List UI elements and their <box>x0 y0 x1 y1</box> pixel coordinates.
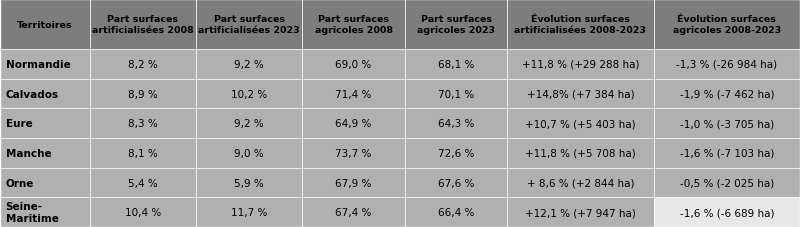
Text: 70,1 %: 70,1 % <box>438 89 474 99</box>
Text: 69,0 %: 69,0 % <box>335 60 372 70</box>
Bar <box>0 79 90 109</box>
Bar <box>654 0 800 50</box>
Bar <box>90 197 196 227</box>
Text: Part surfaces
artificialisées 2023: Part surfaces artificialisées 2023 <box>198 15 300 35</box>
Text: 64,9 %: 64,9 % <box>335 119 372 129</box>
Text: 9,2 %: 9,2 % <box>234 119 264 129</box>
Text: Évolution surfaces
agricoles 2008-2023: Évolution surfaces agricoles 2008-2023 <box>673 15 781 35</box>
Bar <box>302 197 405 227</box>
Text: 68,1 %: 68,1 % <box>438 60 474 70</box>
Text: 67,4 %: 67,4 % <box>335 207 372 217</box>
Bar <box>507 50 654 79</box>
Bar <box>196 138 302 168</box>
Bar <box>302 168 405 197</box>
Text: +14,8% (+7 384 ha): +14,8% (+7 384 ha) <box>526 89 634 99</box>
Text: Orne: Orne <box>6 178 34 188</box>
Bar <box>196 197 302 227</box>
Text: 9,0 %: 9,0 % <box>234 148 264 158</box>
Bar <box>0 0 90 50</box>
Bar <box>0 50 90 79</box>
Bar <box>405 168 507 197</box>
Bar <box>302 138 405 168</box>
Text: +10,7 % (+5 403 ha): +10,7 % (+5 403 ha) <box>525 119 636 129</box>
Text: +11,8 % (+29 288 ha): +11,8 % (+29 288 ha) <box>522 60 639 70</box>
Bar <box>90 0 196 50</box>
Text: Seine-
Maritime: Seine- Maritime <box>6 202 58 223</box>
Text: 8,9 %: 8,9 % <box>128 89 158 99</box>
Bar <box>507 168 654 197</box>
Text: 67,6 %: 67,6 % <box>438 178 474 188</box>
Bar <box>302 0 405 50</box>
Bar <box>507 197 654 227</box>
Bar <box>0 109 90 138</box>
Bar <box>507 109 654 138</box>
Bar <box>405 109 507 138</box>
Text: -1,6 % (-6 689 ha): -1,6 % (-6 689 ha) <box>679 207 774 217</box>
Text: 5,9 %: 5,9 % <box>234 178 264 188</box>
Text: +11,8 % (+5 708 ha): +11,8 % (+5 708 ha) <box>525 148 636 158</box>
Text: -1,9 % (-7 462 ha): -1,9 % (-7 462 ha) <box>679 89 774 99</box>
Bar <box>654 79 800 109</box>
Text: Eure: Eure <box>6 119 32 129</box>
Bar <box>405 0 507 50</box>
Bar <box>196 50 302 79</box>
Text: 10,2 %: 10,2 % <box>231 89 267 99</box>
Text: Part surfaces
artificialisées 2008: Part surfaces artificialisées 2008 <box>92 15 194 35</box>
Bar <box>196 79 302 109</box>
Bar <box>196 168 302 197</box>
Bar <box>196 0 302 50</box>
Text: 73,7 %: 73,7 % <box>335 148 372 158</box>
Text: 8,1 %: 8,1 % <box>128 148 158 158</box>
Bar <box>405 138 507 168</box>
Bar <box>654 197 800 227</box>
Bar <box>405 197 507 227</box>
Bar <box>654 109 800 138</box>
Bar <box>90 168 196 197</box>
Bar <box>0 168 90 197</box>
Text: 8,2 %: 8,2 % <box>128 60 158 70</box>
Text: 10,4 %: 10,4 % <box>125 207 161 217</box>
Text: Manche: Manche <box>6 148 51 158</box>
Text: 72,6 %: 72,6 % <box>438 148 474 158</box>
Text: -0,5 % (-2 025 ha): -0,5 % (-2 025 ha) <box>680 178 774 188</box>
Text: 5,4 %: 5,4 % <box>128 178 158 188</box>
Text: -1,3 % (-26 984 ha): -1,3 % (-26 984 ha) <box>676 60 778 70</box>
Bar <box>507 79 654 109</box>
Bar <box>507 0 654 50</box>
Bar <box>90 138 196 168</box>
Bar <box>405 79 507 109</box>
Bar <box>0 197 90 227</box>
Text: 64,3 %: 64,3 % <box>438 119 474 129</box>
Text: -1,6 % (-7 103 ha): -1,6 % (-7 103 ha) <box>680 148 774 158</box>
Bar <box>196 109 302 138</box>
Bar <box>0 138 90 168</box>
Bar <box>654 50 800 79</box>
Text: 11,7 %: 11,7 % <box>231 207 267 217</box>
Text: Calvados: Calvados <box>6 89 58 99</box>
Bar <box>507 138 654 168</box>
Text: Évolution surfaces
artificialisées 2008-2023: Évolution surfaces artificialisées 2008-… <box>514 15 646 35</box>
Text: 9,2 %: 9,2 % <box>234 60 264 70</box>
Bar <box>302 50 405 79</box>
Bar <box>302 109 405 138</box>
Bar <box>90 50 196 79</box>
Text: Territoires: Territoires <box>17 20 73 30</box>
Text: Normandie: Normandie <box>6 60 70 70</box>
Text: +12,1 % (+7 947 ha): +12,1 % (+7 947 ha) <box>525 207 636 217</box>
Bar <box>654 168 800 197</box>
Text: 66,4 %: 66,4 % <box>438 207 474 217</box>
Text: + 8,6 % (+2 844 ha): + 8,6 % (+2 844 ha) <box>526 178 634 188</box>
Text: Part surfaces
agricoles 2023: Part surfaces agricoles 2023 <box>417 15 495 35</box>
Text: 8,3 %: 8,3 % <box>128 119 158 129</box>
Bar <box>302 79 405 109</box>
Text: 71,4 %: 71,4 % <box>335 89 372 99</box>
Bar <box>405 50 507 79</box>
Text: 67,9 %: 67,9 % <box>335 178 372 188</box>
Bar <box>90 79 196 109</box>
Text: -1,0 % (-3 705 ha): -1,0 % (-3 705 ha) <box>680 119 774 129</box>
Bar <box>90 109 196 138</box>
Text: Part surfaces
agricoles 2008: Part surfaces agricoles 2008 <box>314 15 393 35</box>
Bar <box>654 138 800 168</box>
